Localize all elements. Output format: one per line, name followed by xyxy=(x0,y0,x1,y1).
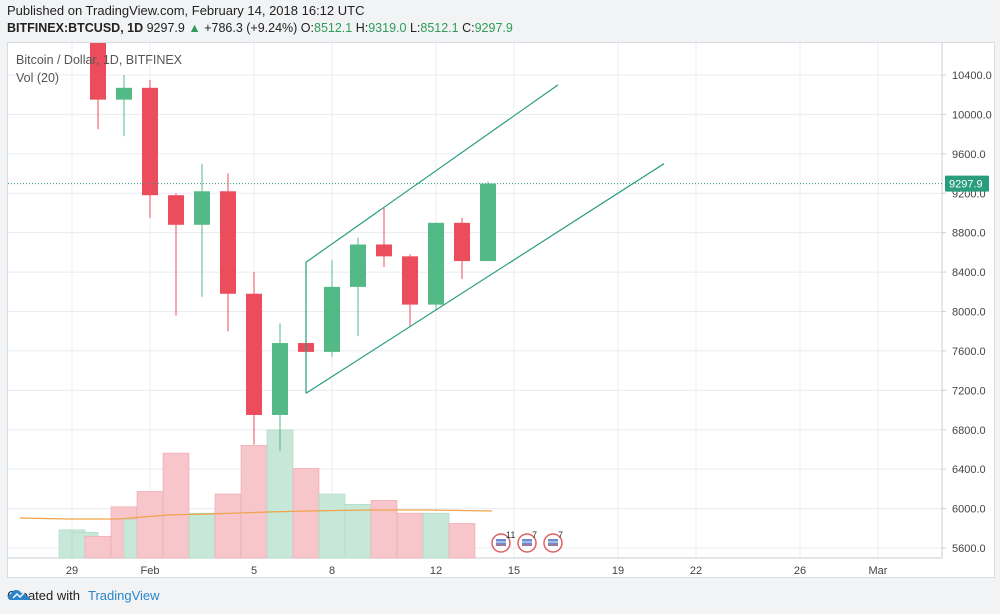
time-tick-label: 8 xyxy=(329,565,335,577)
time-tick-label: 19 xyxy=(612,565,624,577)
event-flag-field xyxy=(548,539,558,546)
candle-body[interactable] xyxy=(168,195,184,225)
price-tick-label: 5600.0 xyxy=(952,543,986,555)
volume-bar xyxy=(162,452,190,559)
event-count: 7 xyxy=(558,530,563,540)
candle-body[interactable] xyxy=(272,343,288,415)
up-arrow-icon: ▲ xyxy=(188,21,201,35)
time-tick-label: Mar xyxy=(869,565,888,577)
price-tick-label: 10400.0 xyxy=(952,70,992,82)
price-tick-label: 8800.0 xyxy=(952,228,986,240)
event-count: 7 xyxy=(532,530,537,540)
candle-body[interactable] xyxy=(246,293,262,415)
volume-bar xyxy=(396,512,424,559)
candle-body[interactable] xyxy=(220,191,236,294)
volume-bar xyxy=(214,493,242,559)
volume-legend: Vol (20) xyxy=(16,71,60,85)
footer: Created with TradingView xyxy=(7,588,160,603)
event-flag-field xyxy=(496,539,506,546)
candle-body[interactable] xyxy=(324,286,340,352)
time-tick-label: Feb xyxy=(141,565,160,577)
chart-panel[interactable]: 5600.0 6000.0 6400.0 6800.0 7200.0 7600.0 8000… xyxy=(7,42,995,578)
price-tick-label: 10000.0 xyxy=(952,109,992,121)
price-tick-label: 6800.0 xyxy=(952,425,986,437)
volume-ma-line xyxy=(19,509,493,520)
price-tick-label: 6000.0 xyxy=(952,504,986,516)
volume-bar xyxy=(344,503,372,559)
candle-body[interactable] xyxy=(480,183,496,262)
last-price: 9297.9 xyxy=(146,21,185,35)
time-tick-label: 15 xyxy=(508,565,520,577)
volume-bar xyxy=(448,523,476,559)
candle-body[interactable] xyxy=(142,87,158,196)
open-label: O: xyxy=(300,21,314,35)
tradingview-brand[interactable]: TradingView xyxy=(87,588,160,603)
candle-body[interactable] xyxy=(90,43,106,100)
channel-lower-line[interactable] xyxy=(305,163,665,394)
last-price-tag xyxy=(945,175,989,192)
open-value: 8512.1 xyxy=(314,21,353,35)
price-tick-label: 9600.0 xyxy=(952,149,986,161)
candle-body[interactable] xyxy=(454,222,470,262)
candle-body[interactable] xyxy=(194,191,210,225)
last-price-tag-label: 9297.9 xyxy=(949,179,983,191)
price-chart[interactable]: 5600.0 6000.0 6400.0 6800.0 7200.0 7600.0 8000… xyxy=(8,43,994,577)
close-value: 9297.9 xyxy=(474,21,513,35)
candle-body[interactable] xyxy=(428,222,444,305)
tradingview-cloud-icon xyxy=(8,590,30,600)
volume-bar xyxy=(318,493,346,559)
volume-bar xyxy=(292,468,320,559)
event-flag-field xyxy=(522,539,532,546)
volume-bar xyxy=(370,500,398,559)
time-tick-label: 29 xyxy=(66,565,78,577)
low-label: L: xyxy=(409,21,421,35)
high-value: 9319.0 xyxy=(368,21,407,35)
candle-body[interactable] xyxy=(402,256,418,305)
price-tick-label: 8400.0 xyxy=(952,267,986,279)
volume-bar xyxy=(240,445,268,559)
price-tick-label: 8000.0 xyxy=(952,307,986,319)
symbol: BITFINEX:BTCUSD, 1D xyxy=(7,21,144,35)
volume-bar xyxy=(422,512,450,559)
change: +786.3 (+9.24%) xyxy=(204,21,298,35)
channel-upper-line[interactable] xyxy=(305,84,559,263)
time-tick-label: 22 xyxy=(690,565,702,577)
time-tick-label: 12 xyxy=(430,565,442,577)
time-tick-label: 5 xyxy=(251,565,257,577)
published-line: Published on TradingView.com, February 1… xyxy=(7,3,365,18)
candle-body[interactable] xyxy=(376,244,392,257)
candle-body[interactable] xyxy=(350,244,366,287)
chart-legend-title: Bitcoin / Dollar, 1D, BITFINEX xyxy=(16,53,183,67)
volume-bar xyxy=(188,512,216,559)
price-tick-label: 7200.0 xyxy=(952,385,986,397)
time-tick-label: 26 xyxy=(794,565,806,577)
candle-body[interactable] xyxy=(116,87,132,100)
volume-bar xyxy=(84,535,112,559)
ticker-line: BITFINEX:BTCUSD, 1D 9297.9 ▲ +786.3 (+9.… xyxy=(7,21,513,35)
volume-bar xyxy=(136,491,164,559)
close-label: C: xyxy=(462,21,475,35)
price-tick-label: 6400.0 xyxy=(952,464,986,476)
high-label: H: xyxy=(355,21,369,35)
event-count: 11 xyxy=(506,530,515,540)
low-value: 8512.1 xyxy=(420,21,459,35)
price-tick-label: 7600.0 xyxy=(952,346,986,358)
